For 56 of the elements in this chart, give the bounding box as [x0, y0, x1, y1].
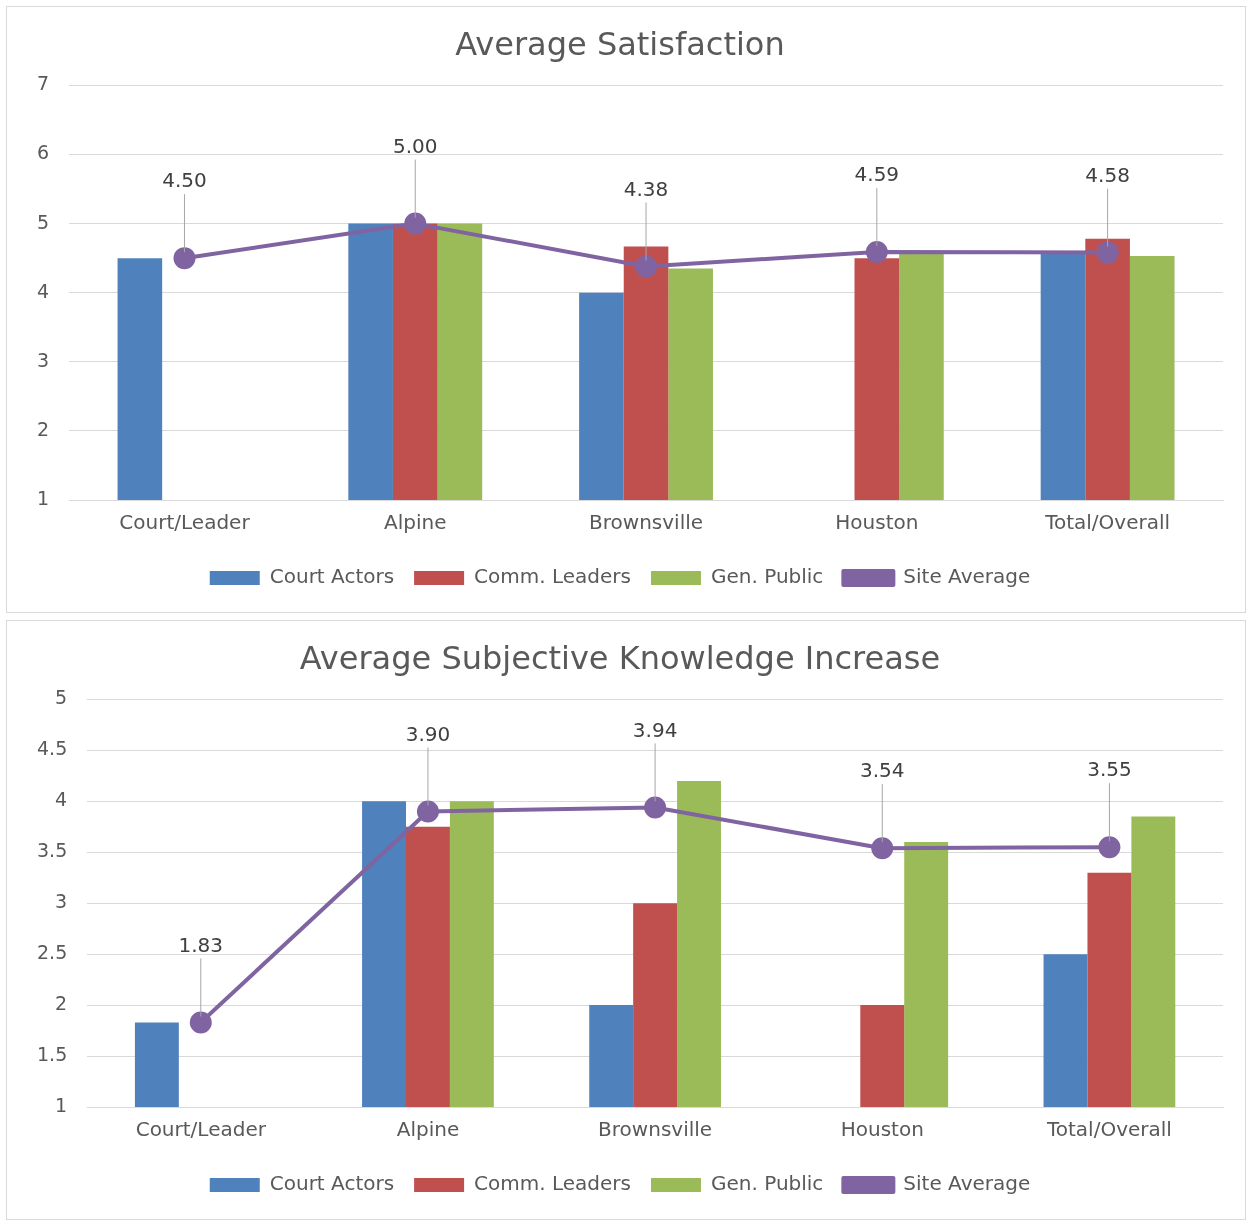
y-tick-label: 2	[36, 417, 50, 440]
point	[416, 800, 439, 823]
data-label: 3.94	[632, 717, 678, 742]
y-tick-label: 3	[55, 890, 68, 913]
x-tick-label: Alpine	[396, 1117, 460, 1142]
point	[173, 247, 196, 270]
x-tick-label: Brownsville	[598, 1117, 713, 1142]
data-label: 3.54	[860, 758, 905, 783]
y-tick-label: 1	[55, 1093, 68, 1116]
legend-label: Gen. Public	[710, 564, 824, 589]
data-label: 5.00	[393, 133, 438, 158]
point	[644, 796, 667, 819]
x-tick-label: Court/Leader	[135, 1117, 267, 1142]
y-tick-label: 6	[36, 141, 50, 164]
y-tick-label: 2.5	[37, 941, 68, 964]
data-label: 4.50	[162, 168, 207, 193]
point	[1096, 241, 1119, 264]
legend-label: Comm. Leaders	[474, 564, 631, 589]
legend-label: Site Average	[903, 564, 1031, 589]
y-tick-label: 4	[55, 788, 68, 811]
data-label: 1.83	[178, 932, 224, 957]
point	[635, 255, 658, 278]
x-tick-label: Alpine	[384, 510, 447, 535]
x-tick-label: Houston	[840, 1117, 924, 1142]
y-tick-label: 4	[36, 279, 50, 302]
y-tick-label: 5	[36, 210, 50, 233]
point	[1098, 836, 1121, 859]
chart-title: Average Subjective Knowledge Increase	[299, 638, 941, 677]
x-tick-label: Houston	[835, 510, 919, 535]
y-tick-label: 3	[36, 348, 50, 371]
y-tick-label: 1.5	[37, 1042, 68, 1065]
y-tick-label: 7	[36, 72, 50, 95]
x-tick-label: Total/Overall	[1045, 1117, 1172, 1142]
x-tick-label: Brownsville	[589, 510, 704, 535]
point	[871, 837, 894, 860]
y-tick-label: 4.5	[37, 737, 68, 760]
x-tick-label: Total/Overall	[1044, 510, 1171, 535]
legend-label: Comm. Leaders	[474, 1171, 631, 1196]
data-label: 3.90	[405, 721, 451, 746]
y-tick-label: 1	[36, 486, 50, 509]
legend-label: Court Actors	[269, 1171, 395, 1196]
point	[865, 240, 888, 263]
data-label: 4.59	[854, 162, 900, 187]
legend-label: Court Actors	[269, 564, 395, 589]
y-tick-label: 2	[55, 992, 68, 1015]
point	[189, 1011, 212, 1034]
legend-label: Gen. Public	[710, 1171, 824, 1196]
x-tick-label: Court/Leader	[119, 510, 251, 535]
data-label: 4.38	[623, 176, 669, 201]
data-label: 4.58	[1085, 162, 1130, 187]
chart-title: Average Satisfaction	[455, 24, 785, 63]
y-tick-label: 5	[55, 686, 68, 709]
data-label: 3.55	[1087, 757, 1132, 782]
y-tick-label: 3.5	[37, 839, 68, 862]
point	[404, 212, 427, 235]
legend-label: Site Average	[903, 1171, 1031, 1196]
